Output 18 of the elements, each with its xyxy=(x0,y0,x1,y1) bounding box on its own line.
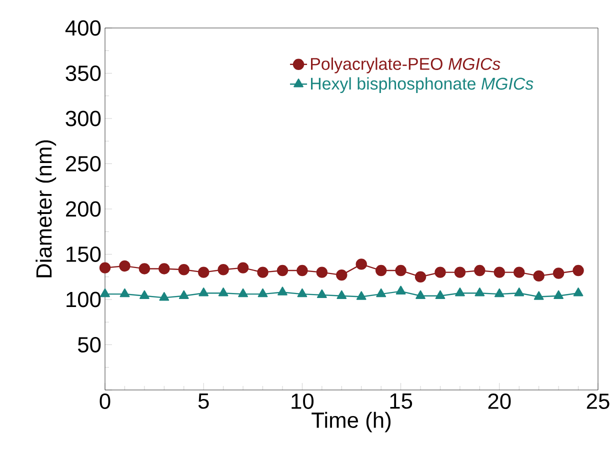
x-tick-label: 15 xyxy=(390,394,412,409)
legend-label: Polyacrylate-PEO MGICs xyxy=(311,58,500,74)
y-tick-label: 100 xyxy=(66,292,101,308)
y-tick-label: 300 xyxy=(66,110,101,126)
legend-label: Hexyl bisphosphonate MGICs xyxy=(311,77,534,94)
y-tick-label: 150 xyxy=(66,246,101,262)
y-tick-label: 50 xyxy=(78,336,101,352)
y-tick-label: 250 xyxy=(66,156,101,172)
y-tick-label: 400 xyxy=(65,20,101,36)
x-tick-label: 10 xyxy=(292,393,314,410)
y-axis-title: Diameter (nm) xyxy=(36,140,56,278)
x-tick-label: 0 xyxy=(100,393,110,410)
x-axis-title: Time (h) xyxy=(312,412,391,432)
y-tick-label: 350 xyxy=(66,65,101,81)
x-tick-label: 20 xyxy=(488,393,511,410)
y-tick-label: 200 xyxy=(66,201,101,217)
x-tick-label: 5 xyxy=(198,394,209,409)
x-tick-label: 25 xyxy=(586,393,610,410)
